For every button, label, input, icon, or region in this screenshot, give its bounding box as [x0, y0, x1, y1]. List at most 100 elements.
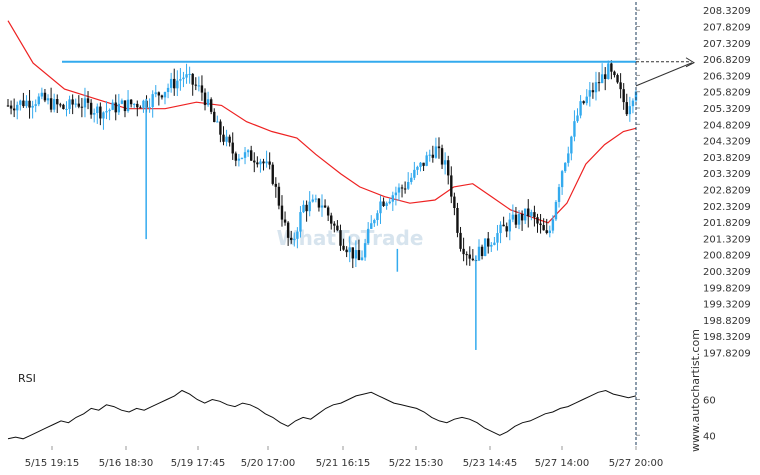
candle-body — [557, 187, 561, 202]
candle-body — [194, 84, 197, 86]
candle-body — [339, 230, 342, 246]
candle-body — [213, 111, 216, 123]
candle-body — [200, 85, 204, 93]
price-tick-label: 200.3209 — [703, 267, 751, 278]
candle-body — [317, 198, 321, 208]
candle-body — [234, 153, 238, 161]
candle-body — [56, 99, 59, 105]
candle-body — [416, 166, 419, 170]
candle-body — [256, 162, 259, 165]
candle-body — [563, 162, 567, 172]
candle-body — [83, 98, 87, 108]
candle-body — [483, 238, 487, 257]
candle-body — [533, 212, 536, 218]
candle-body — [600, 74, 604, 84]
candle-body — [6, 105, 10, 107]
candle-body — [625, 102, 628, 115]
candle-body — [77, 103, 81, 107]
candle-body — [191, 73, 194, 85]
candle-body — [231, 142, 234, 154]
candle-body — [573, 121, 576, 137]
candle-body — [419, 162, 422, 167]
price-tick-label: 198.3209 — [703, 332, 751, 343]
rsi-line — [7, 389, 637, 440]
candle-body — [357, 250, 361, 261]
time-tick-label: 5/21 16:15 — [316, 458, 370, 469]
candle-body — [342, 245, 345, 250]
candle-body — [403, 188, 407, 190]
price-tick-label: 203.8209 — [703, 153, 751, 164]
time-tick-label: 5/15 19:15 — [25, 458, 79, 469]
candle-body — [588, 90, 592, 97]
candle-body — [631, 100, 635, 107]
price-tick-label: 202.3209 — [703, 202, 751, 213]
candle-body — [19, 100, 22, 105]
price-tick-label: 201.8209 — [703, 218, 751, 229]
candle-body — [46, 98, 50, 101]
price-tick-label: 205.3209 — [703, 104, 751, 115]
candle-body — [169, 78, 173, 88]
candle-body — [585, 96, 588, 104]
candle-body — [268, 161, 271, 165]
candle-body — [43, 92, 47, 101]
candle-body — [71, 99, 74, 105]
candle-body — [530, 212, 533, 217]
candle-body — [293, 238, 296, 241]
candle-body — [336, 225, 339, 231]
candle-body — [505, 226, 508, 232]
candle-body — [271, 164, 274, 184]
candle-body — [613, 71, 616, 76]
candle-body — [597, 82, 601, 84]
candle-body — [31, 105, 34, 108]
candle-body — [388, 201, 391, 204]
time-axis: 5/15 19:15 5/16 18:30 5/19 17:45 5/20 17:00… — [25, 2, 663, 469]
candle-body — [179, 79, 182, 81]
candle-body — [459, 232, 462, 249]
rsi-panel: RSI 60 40 — [7, 372, 716, 442]
candle-body — [290, 237, 293, 241]
candle-body — [305, 204, 308, 212]
candle-body — [129, 99, 133, 105]
candle-body — [142, 100, 145, 109]
candle-body — [502, 224, 505, 227]
candle-body — [360, 257, 364, 261]
candle-body — [366, 228, 370, 244]
candle-body — [216, 121, 219, 123]
candle-body — [99, 106, 102, 119]
candle-body — [259, 161, 262, 165]
candle-body — [173, 78, 176, 89]
rsi-tick-label: 40 — [703, 431, 716, 442]
price-tick-label: 207.8209 — [703, 23, 751, 34]
candle-body — [126, 99, 130, 112]
candle-body — [434, 146, 438, 158]
candle-body — [527, 208, 530, 217]
candle-body — [323, 205, 327, 208]
candle-body — [296, 231, 299, 239]
rsi-tick-label: 60 — [703, 395, 716, 406]
candle-body — [567, 153, 570, 163]
brand-watermark: www.autochartist.com — [689, 329, 702, 452]
candle-body — [206, 99, 210, 106]
candle-body — [493, 242, 496, 245]
price-tick-label: 204.8209 — [703, 120, 751, 131]
candle-body — [157, 92, 161, 96]
price-tick-label: 204.3209 — [703, 137, 751, 148]
candle-body — [25, 100, 28, 107]
candle-body — [92, 113, 96, 115]
candle-body — [536, 217, 539, 224]
candle-body — [89, 102, 93, 115]
candle-body — [539, 223, 542, 226]
time-tick-label: 5/22 15:30 — [389, 458, 443, 469]
candle-body — [413, 169, 416, 178]
price-tick-label: 203.3209 — [703, 169, 751, 180]
time-tick-label: 5/20 17:00 — [241, 458, 295, 469]
candle-body — [160, 95, 164, 98]
candle-body — [604, 74, 607, 79]
candle-body — [203, 92, 207, 106]
price-axis: 208.3209 207.8209 207.3209 206.8209 206.3209… — [636, 6, 751, 360]
candle-body — [253, 160, 256, 163]
candle-body — [382, 201, 385, 206]
price-tick-label: 198.8209 — [703, 316, 751, 327]
price-tick-label: 201.3209 — [703, 234, 751, 245]
